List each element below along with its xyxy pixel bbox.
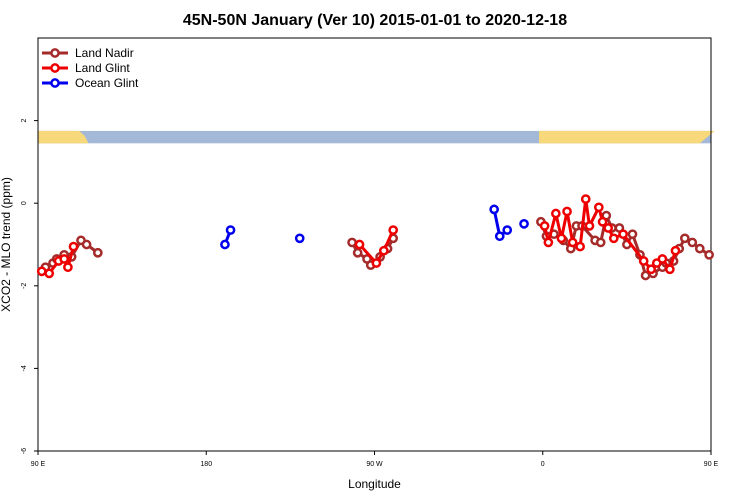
y-tick-label: 0 bbox=[21, 201, 28, 205]
data-point bbox=[618, 229, 628, 240]
chart-title: 45N-50N January (Ver 10) 2015-01-01 to 2… bbox=[183, 12, 567, 29]
data-point bbox=[638, 256, 649, 266]
plot-area bbox=[37, 37, 712, 452]
series-line bbox=[358, 229, 395, 265]
data-point bbox=[489, 204, 499, 215]
series-land-glint bbox=[36, 194, 681, 279]
data-point bbox=[378, 245, 389, 256]
data-point bbox=[539, 221, 550, 231]
x-tick-label: 90 E bbox=[704, 461, 719, 468]
data-point bbox=[294, 233, 305, 244]
data-point bbox=[543, 237, 554, 248]
data-point bbox=[665, 264, 675, 275]
data-point bbox=[575, 241, 585, 252]
series-ocean-glint bbox=[220, 204, 529, 250]
x-tick-label: 0 bbox=[541, 461, 545, 468]
legend-marker bbox=[50, 48, 60, 58]
data-point bbox=[550, 208, 561, 219]
data-point bbox=[704, 249, 714, 260]
y-axis: -6 -4 -2 0 2 bbox=[21, 119, 38, 454]
world-map-strip bbox=[38, 130, 715, 144]
data-point bbox=[81, 239, 92, 250]
data-point bbox=[36, 266, 47, 277]
data-point bbox=[494, 231, 505, 242]
x-tick-label: 180 bbox=[200, 461, 212, 468]
data-point bbox=[687, 237, 698, 248]
data-point bbox=[220, 239, 230, 250]
data-point bbox=[388, 225, 399, 235]
data-point bbox=[670, 245, 681, 256]
data-point bbox=[63, 262, 73, 273]
data-point bbox=[595, 237, 606, 248]
map-land bbox=[539, 130, 715, 144]
x-axis: 90 E 180 90 W 0 90 E bbox=[31, 451, 719, 468]
data-point bbox=[556, 233, 567, 244]
x-tick-label: 90 W bbox=[366, 461, 383, 468]
data-point bbox=[354, 239, 365, 250]
data-point bbox=[646, 264, 657, 275]
y-axis-label: XCO2 - MLO trend (ppm) bbox=[0, 177, 13, 312]
data-point bbox=[347, 237, 357, 248]
data-point bbox=[584, 221, 595, 231]
data-point bbox=[225, 225, 236, 235]
data-point bbox=[603, 223, 614, 233]
data-point bbox=[502, 225, 513, 235]
legend-item: Land Glint bbox=[42, 61, 130, 75]
y-tick-label: -6 bbox=[21, 448, 28, 454]
data-point bbox=[608, 233, 619, 244]
data-point bbox=[68, 241, 79, 252]
legend-item: Land Nadir bbox=[42, 46, 134, 60]
series-layer bbox=[36, 194, 714, 281]
legend-marker bbox=[50, 78, 60, 88]
y-tick-label: -4 bbox=[21, 365, 28, 371]
legend-item: Ocean Glint bbox=[42, 76, 139, 90]
legend-label: Land Glint bbox=[75, 61, 130, 75]
x-tick-label: 90 E bbox=[31, 461, 46, 468]
data-point bbox=[627, 229, 638, 240]
y-tick-label: -2 bbox=[21, 283, 28, 289]
data-point bbox=[59, 254, 70, 264]
data-point bbox=[597, 216, 608, 227]
data-point bbox=[567, 237, 578, 248]
y-tick-label: 2 bbox=[21, 119, 28, 123]
data-point bbox=[657, 254, 668, 264]
data-point bbox=[694, 243, 705, 254]
data-point bbox=[352, 247, 363, 258]
x-axis-label: Longitude bbox=[348, 477, 401, 491]
data-point bbox=[44, 268, 55, 279]
legend-marker bbox=[50, 63, 60, 73]
data-point bbox=[580, 194, 591, 204]
legend-label: Ocean Glint bbox=[75, 76, 139, 90]
data-point bbox=[679, 233, 690, 244]
data-point bbox=[562, 206, 572, 217]
legend-label: Land Nadir bbox=[75, 46, 134, 60]
series-land-nadir bbox=[40, 210, 714, 281]
map-land bbox=[38, 130, 89, 144]
data-point bbox=[371, 258, 382, 268]
data-point bbox=[593, 202, 604, 213]
data-point bbox=[519, 219, 529, 229]
data-point bbox=[92, 247, 103, 258]
